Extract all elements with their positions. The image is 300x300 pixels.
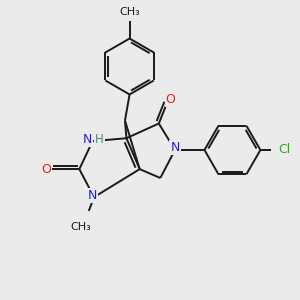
- Text: H: H: [95, 133, 104, 146]
- Text: N: N: [82, 133, 92, 146]
- Text: N: N: [88, 189, 97, 202]
- Text: CH₃: CH₃: [70, 222, 91, 233]
- Text: O: O: [166, 93, 176, 106]
- Text: CH₃: CH₃: [119, 7, 140, 17]
- Text: O: O: [41, 163, 51, 176]
- Text: N: N: [170, 141, 180, 154]
- Text: Cl: Cl: [279, 143, 291, 157]
